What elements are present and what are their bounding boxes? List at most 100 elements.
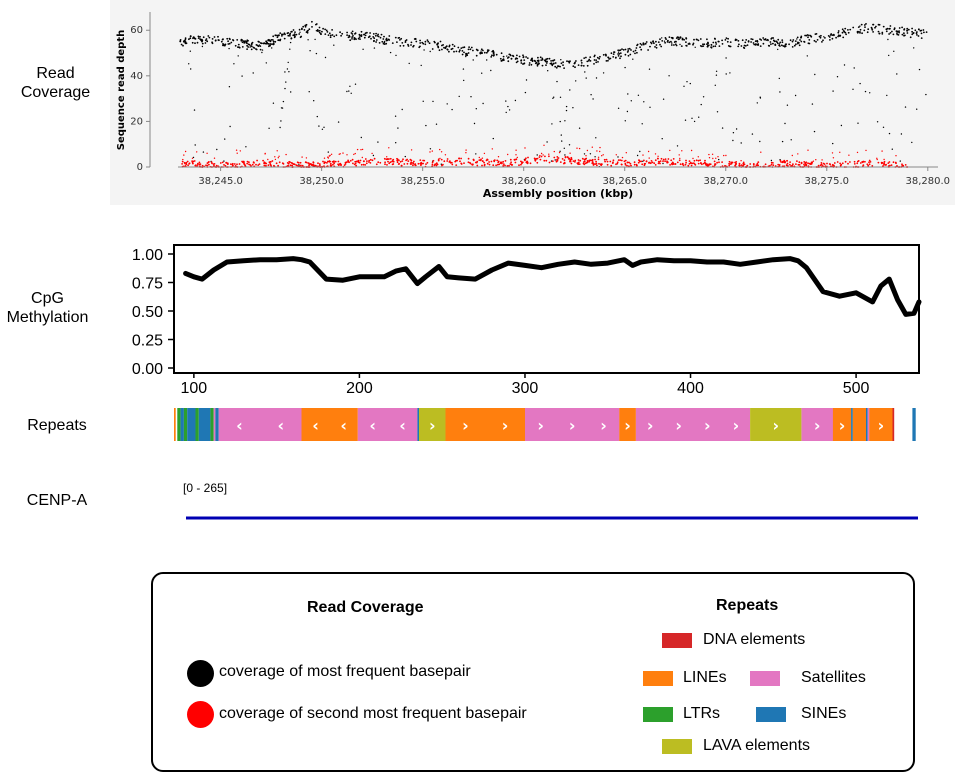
second-frequent-point [643,159,645,162]
most-frequent-point [423,49,425,51]
second-frequent-point [208,163,210,166]
most-frequent-point [188,38,190,41]
most-frequent-point [204,42,207,44]
most-frequent-point [324,33,327,35]
most-frequent-point [516,54,518,57]
most-frequent-point [500,60,503,62]
repeat-segment-line [619,408,636,441]
most-frequent-point [624,66,626,69]
second-frequent-point [276,150,278,152]
second-frequent-point [431,161,434,164]
most-frequent-point [914,29,917,32]
second-frequent-point [467,157,470,160]
most-frequent-point [522,56,525,58]
second-frequent-point [676,161,679,164]
second-frequent-point [569,152,571,154]
most-frequent-point [859,32,861,34]
second-frequent-point [497,161,500,164]
most-frequent-point [593,55,596,58]
most-frequent-point [251,45,253,48]
most-frequent-point [835,36,837,39]
most-frequent-point [762,42,765,45]
most-frequent-point [675,40,677,43]
most-frequent-point [649,106,651,109]
second-frequent-point [475,161,478,164]
most-frequent-point [664,37,667,39]
most-frequent-point [563,147,565,149]
second-frequent-point [502,165,505,167]
second-frequent-point [329,154,331,157]
second-frequent-point [373,157,376,160]
most-frequent-point [706,38,708,41]
most-frequent-point [717,40,720,43]
repeat-segment-satellite [867,408,870,441]
most-frequent-point [911,27,913,30]
second-frequent-point [406,162,409,165]
second-frequent-point [405,159,407,162]
most-frequent-point [814,33,817,35]
most-frequent-point [197,37,200,39]
most-frequent-point [492,137,494,140]
second-frequent-point [877,161,880,164]
second-frequent-point [199,163,202,166]
most-frequent-point [643,101,645,103]
most-frequent-point [363,33,365,36]
second-frequent-point [471,163,473,166]
most-frequent-point [852,88,854,91]
second-frequent-point [609,160,612,163]
most-frequent-point [289,41,292,44]
most-frequent-point [602,72,605,74]
second-frequent-point [368,161,370,163]
most-frequent-point [919,29,922,32]
most-frequent-point [607,56,609,59]
most-frequent-point [259,45,262,47]
second-frequent-point [804,162,807,164]
most-frequent-point [414,38,417,40]
second-frequent-point [637,161,640,164]
most-frequent-point [565,109,568,112]
most-frequent-point [898,31,900,34]
most-frequent-point [587,59,590,62]
most-frequent-point [550,60,552,62]
most-frequent-point [594,156,596,158]
most-frequent-point [329,34,332,37]
second-frequent-point [795,163,797,166]
most-frequent-point [636,43,639,46]
most-frequent-point [458,50,461,53]
most-frequent-point [238,46,241,49]
most-frequent-point [458,95,460,98]
second-frequent-point [480,158,482,161]
most-frequent-point [188,63,190,65]
most-frequent-point [307,29,309,32]
most-frequent-point [184,37,187,40]
second-frequent-point [581,157,584,160]
read-coverage-x-ticks: 38,245.0 38,250.0 38,255.0 38,260.0 38,265.0… [198,167,950,187]
second-frequent-point [839,162,841,165]
most-frequent-point [491,50,494,53]
most-frequent-point [626,110,629,113]
second-frequent-point [274,158,277,161]
most-frequent-point [429,50,431,53]
legend-lava-label: LAVA elements [703,737,811,754]
second-frequent-point [557,157,560,159]
most-frequent-point [236,39,239,41]
most-frequent-point [463,79,465,82]
second-frequent-point [315,164,317,167]
second-frequent-point [529,162,532,165]
second-frequent-point [353,153,355,156]
most-frequent-point [228,47,230,50]
most-frequent-point [240,39,243,42]
repeat-strand-arrow: ‹ [369,416,376,435]
most-frequent-point [194,42,196,45]
most-frequent-point [507,56,510,58]
second-frequent-point [236,152,238,154]
most-frequent-point [318,29,321,32]
second-frequent-point [615,163,617,166]
most-frequent-point [647,49,649,51]
most-frequent-point [756,39,759,42]
most-frequent-point [309,50,311,52]
most-frequent-point [228,37,231,40]
second-frequent-point [248,161,250,164]
most-frequent-point [367,36,370,39]
